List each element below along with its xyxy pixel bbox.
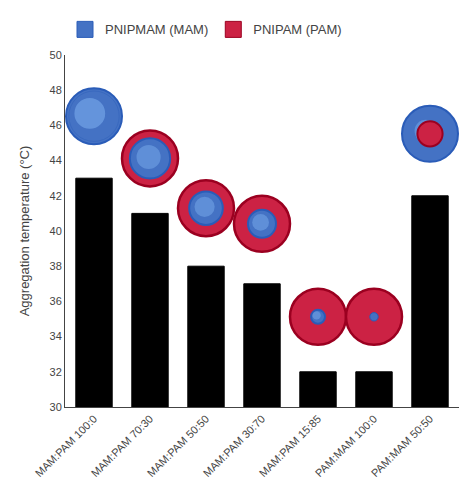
svg-text:50: 50 [50,49,62,61]
svg-text:44: 44 [50,154,62,166]
svg-text:MAM:PAM 100:0: MAM:PAM 100:0 [33,413,100,480]
svg-text:PNIPAM (PAM): PNIPAM (PAM) [253,22,341,37]
svg-text:PAM:MAM 50:50: PAM:MAM 50:50 [369,413,436,480]
svg-text:42: 42 [50,190,62,202]
svg-text:40: 40 [50,225,62,237]
svg-text:34: 34 [50,330,62,342]
svg-text:MAM:PAM 50:50: MAM:PAM 50:50 [145,413,212,480]
svg-text:MAM:PAM 70:30: MAM:PAM 70:30 [89,413,156,480]
svg-text:48: 48 [50,84,62,96]
svg-text:MAM:PAM 30:70: MAM:PAM 30:70 [201,413,268,480]
svg-text:PAM:MAM 100:0: PAM:MAM 100:0 [313,413,380,480]
svg-text:PNIPMAM (MAM): PNIPMAM (MAM) [105,22,208,37]
svg-text:38: 38 [50,260,62,272]
svg-text:Aggregation temperature (°C): Aggregation temperature (°C) [17,146,32,317]
svg-text:36: 36 [50,295,62,307]
svg-text:32: 32 [50,366,62,378]
svg-text:30: 30 [50,401,62,413]
svg-text:46: 46 [50,119,62,131]
svg-text:MAM:PAM 15:85: MAM:PAM 15:85 [257,413,324,480]
